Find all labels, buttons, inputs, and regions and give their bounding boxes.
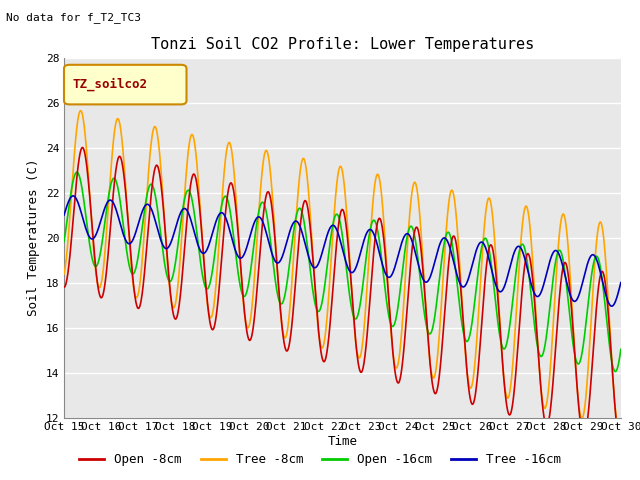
Legend: Open -8cm, Tree -8cm, Open -16cm, Tree -16cm: Open -8cm, Tree -8cm, Open -16cm, Tree -… [74,448,566,471]
FancyBboxPatch shape [64,65,186,104]
Title: Tonzi Soil CO2 Profile: Lower Temperatures: Tonzi Soil CO2 Profile: Lower Temperatur… [151,37,534,52]
Y-axis label: Soil Temperatures (C): Soil Temperatures (C) [27,159,40,316]
X-axis label: Time: Time [328,435,357,448]
Text: No data for f_T2_TC3: No data for f_T2_TC3 [6,12,141,23]
Text: TZ_soilco2: TZ_soilco2 [72,78,147,91]
